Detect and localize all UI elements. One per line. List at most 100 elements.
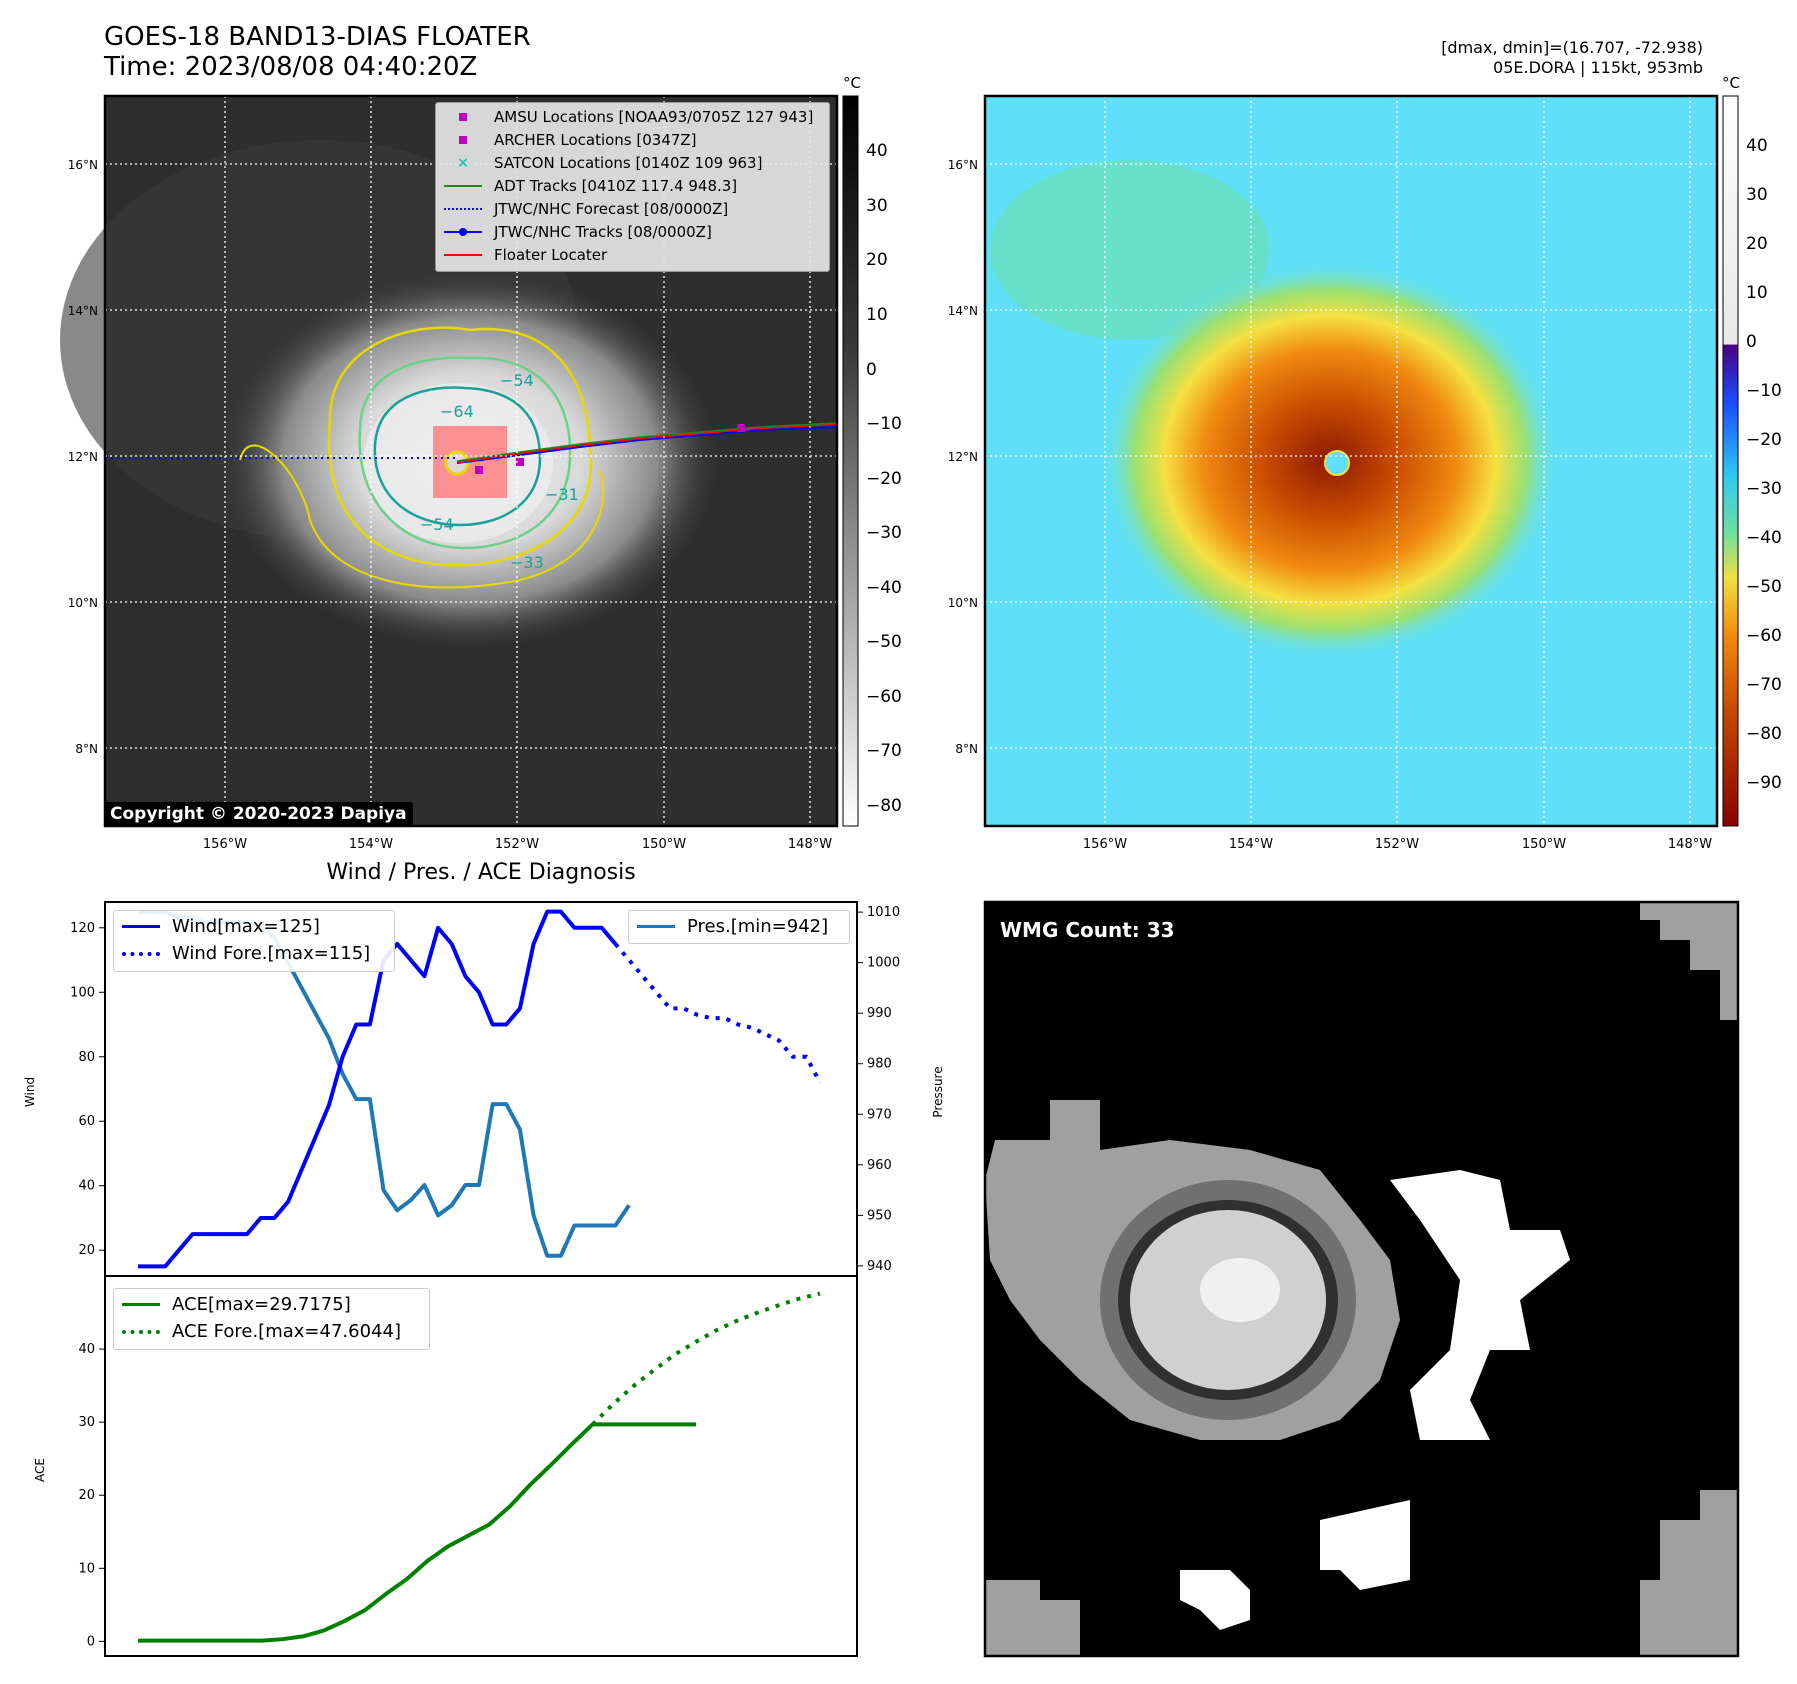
pressure-tick-label: 990 (867, 1006, 892, 1021)
contour-yellow (327, 326, 593, 567)
contour-label: −54 (420, 515, 454, 534)
svg-text:−20: −20 (866, 469, 902, 489)
svg-text:30: 30 (866, 196, 888, 216)
svg-text:−60: −60 (866, 687, 902, 707)
svg-text:20: 20 (866, 250, 888, 270)
ace-tick-label: 10 (78, 1561, 95, 1576)
storm-stats: [dmax, dmin]=(16.707, -72.938) 05E.DORA … (1441, 38, 1703, 78)
svg-text:−40: −40 (866, 578, 902, 598)
amsu-marker (516, 458, 524, 466)
contour-yellow-outer (239, 444, 605, 589)
ir-colorbar-unit: °C (843, 74, 861, 92)
page-title: GOES-18 BAND13-DIAS FLOATER (104, 22, 531, 52)
wind-tick-label: 20 (78, 1243, 95, 1258)
svg-text:0: 0 (866, 360, 877, 380)
legend-item: AMSU Locations [NOAA93/0705Z 127 943] (444, 106, 813, 128)
wmg-white-region (1390, 1170, 1570, 1440)
svg-text:−10: −10 (866, 414, 902, 434)
ir-legend: AMSU Locations [NOAA93/0705Z 127 943] AR… (435, 102, 830, 272)
svg-text:10: 10 (866, 305, 888, 325)
svg-text:−40: −40 (1746, 528, 1782, 548)
jtwc-track (456, 426, 838, 464)
wind-tick-label: 60 (78, 1114, 95, 1129)
svg-text:−80: −80 (1746, 724, 1782, 744)
legend-item: ACE[max=29.7175] (122, 1294, 351, 1315)
ace-tick-label: 20 (78, 1488, 95, 1503)
lat-label: 16°N (948, 158, 978, 172)
lon-label: 148°W (788, 837, 832, 852)
lat-label: 16°N (68, 158, 98, 172)
ace-line (138, 1422, 696, 1643)
ace-axis-label: ACE (33, 1458, 47, 1482)
legend-item: Wind Fore.[max=115] (122, 943, 370, 964)
lon-label: 154°W (349, 837, 393, 852)
wind-tick-label: 40 (78, 1179, 95, 1194)
legend-item: ACE Fore.[max=47.6044] (122, 1321, 401, 1342)
wmg-panel (983, 900, 1740, 1658)
svg-text:−70: −70 (1746, 675, 1782, 695)
wind-axis-label: Wind (23, 1077, 37, 1107)
svg-text:−90: −90 (1746, 773, 1782, 793)
enhanced-colorbar (1722, 95, 1739, 827)
ace-tick-label: 0 (87, 1634, 95, 1649)
legend-item: JTWC/NHC Forecast [08/0000Z] (444, 198, 728, 220)
diagnosis-title: Wind / Pres. / ACE Diagnosis (326, 860, 636, 885)
adt-track (456, 422, 838, 462)
ace-tick-label: 30 (78, 1415, 95, 1430)
svg-text:−30: −30 (866, 523, 902, 543)
lat-label: 8°N (75, 742, 98, 756)
amsu-marker-2 (737, 424, 745, 432)
svg-text:20: 20 (1746, 234, 1768, 254)
floater-track (456, 422, 838, 464)
lat-label: 14°N (68, 304, 98, 318)
svg-text:0: 0 (1746, 332, 1757, 352)
legend-item: JTWC/NHC Tracks [08/0000Z] (444, 221, 712, 243)
lon-label: 156°W (203, 837, 247, 852)
enhanced-panel: 16°N 14°N 12°N 10°N 8°N 156°W 154°W 152°… (948, 74, 1782, 852)
svg-text:−70: −70 (866, 741, 902, 761)
legend-item: Floater Locater (444, 244, 607, 266)
ace-forecast-line (591, 1291, 821, 1426)
pressure-tick-label: 940 (867, 1259, 892, 1274)
pressure-tick-label: 980 (867, 1057, 892, 1072)
lat-label: 14°N (948, 304, 978, 318)
copyright-badge: Copyright © 2020-2023 Dapiya (104, 802, 413, 826)
svg-text:−50: −50 (1746, 577, 1782, 597)
dmax-dmin: [dmax, dmin]=(16.707, -72.938) (1441, 38, 1703, 57)
ir-colorbar (842, 95, 859, 827)
lat-label: 10°N (948, 596, 978, 610)
enhanced-gridlines (985, 96, 1717, 826)
lon-label: 150°W (1522, 837, 1566, 852)
wmg-count-label: WMG Count: 33 (1000, 918, 1175, 942)
svg-text:−20: −20 (1746, 430, 1782, 450)
ace-tick-label: 40 (78, 1342, 95, 1357)
enhanced-colorbar-unit: °C (1722, 74, 1740, 92)
lat-label: 12°N (948, 450, 978, 464)
legend-item: × SATCON Locations [0140Z 109 963] (457, 154, 763, 172)
legend-item: Pres.[min=942] (637, 916, 828, 937)
pressure-axis-label: Pressure (931, 1066, 945, 1117)
svg-text:40: 40 (866, 141, 888, 161)
lon-label: 150°W (642, 837, 686, 852)
contour-label: −33 (510, 553, 544, 572)
lon-label: 152°W (495, 837, 539, 852)
contour-teal (373, 386, 542, 527)
pressure-tick-label: 1000 (867, 956, 900, 971)
wind-forecast-line (613, 942, 822, 1084)
pressure-tick-label: 950 (867, 1208, 892, 1223)
wind-tick-label: 100 (70, 985, 95, 1000)
lon-label: 156°W (1083, 837, 1127, 852)
svg-text:−80: −80 (866, 796, 902, 816)
svg-text:40: 40 (1746, 136, 1768, 156)
svg-text:30: 30 (1746, 185, 1768, 205)
wind-tick-label: 80 (78, 1050, 95, 1065)
enhanced-colorbar-ticks: 40 30 20 10 0 −10 −20 −30 −40 −50 −60 −7… (1746, 136, 1782, 793)
lat-label: 12°N (68, 450, 98, 464)
pressure-legend: Pres.[min=942] (628, 910, 850, 944)
legend-item: Wind[max=125] (122, 916, 320, 937)
ir-colorbar-ticks: 40 30 20 10 0 −10 −20 −30 −40 −50 −60 −7… (866, 141, 902, 816)
lat-label: 10°N (68, 596, 98, 610)
lon-label: 154°W (1229, 837, 1273, 852)
storm-summary: 05E.DORA | 115kt, 953mb (1493, 58, 1703, 77)
pressure-tick-label: 970 (867, 1107, 892, 1122)
